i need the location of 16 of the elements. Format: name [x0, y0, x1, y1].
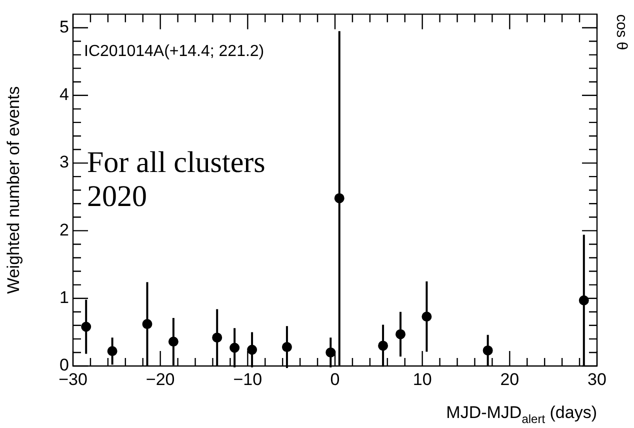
y-tick-label: 3: [60, 152, 69, 172]
x-tick-label: 0: [330, 370, 340, 389]
annotation: 2020: [87, 180, 147, 214]
y-tick-label: 2: [60, 220, 69, 240]
x-tick-label: 30: [588, 370, 606, 389]
y2-axis-title: cos θ: [612, 14, 630, 50]
x-tick-label: −10: [233, 370, 262, 389]
y-tick-label: 4: [60, 85, 69, 104]
x-tick-label: 20: [500, 370, 520, 389]
y-tick-label: 1: [60, 288, 69, 308]
y-tick-label: 5: [60, 17, 69, 36]
annotation: IC201014A(+14.4; 221.2): [84, 43, 264, 60]
x-tick-label: 10: [412, 370, 432, 389]
y-axis-title: Weighted number of events: [4, 86, 23, 294]
annotation: For all clusters: [87, 146, 266, 180]
x-tick-label: −20: [146, 370, 175, 389]
